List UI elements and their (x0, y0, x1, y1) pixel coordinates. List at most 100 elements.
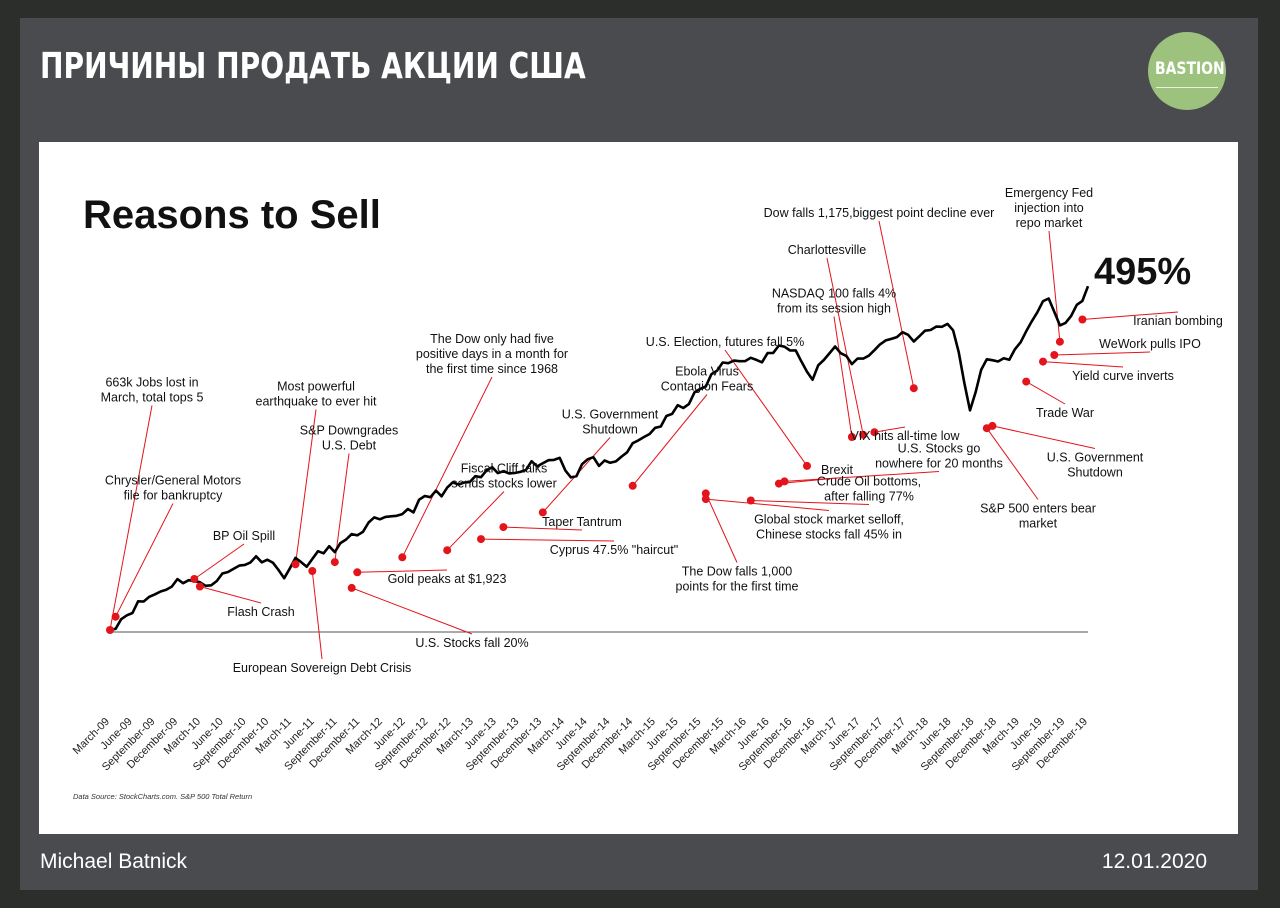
event-marker (746, 496, 755, 505)
annotation-label: WeWork pulls IPO (1099, 337, 1201, 351)
event-marker (870, 428, 879, 437)
annotation-labels: 663k Jobs lost in March, total tops 5 Chry… (101, 186, 1223, 675)
event-marker (308, 567, 317, 575)
chart-title: Reasons to Sell (83, 193, 381, 237)
event-marker (909, 384, 918, 393)
event-marker (701, 489, 710, 498)
annotation-label: 663k Jobs lost in March, total tops 5 (101, 376, 204, 405)
event-marker (398, 553, 407, 562)
annotation-label: VIX hits all-time low (850, 429, 960, 443)
annotation-leader (194, 543, 245, 580)
annotation-leader (503, 526, 583, 531)
annotation-label: Charlottesville (788, 243, 867, 257)
event-marker (701, 495, 710, 504)
event-marker (628, 481, 637, 490)
annotation-leader (1048, 230, 1061, 342)
event-marker (1022, 377, 1031, 386)
annotation-label: NASDAQ 100 falls 4% from its session high (772, 287, 896, 316)
annotation-leader (986, 427, 1039, 500)
data-source-note: Data Source: StockCharts.com. S&P 500 To… (73, 792, 252, 801)
event-marker (847, 433, 856, 441)
annotation-label: U.S. Government Shutdown (562, 408, 659, 437)
annotation-label: Chrysler/General Motors file for bankrupt… (105, 474, 241, 503)
annotation-leader (1054, 351, 1151, 356)
annotation-label: Flash Crash (227, 605, 294, 619)
annotation-label: Crude Oil bottoms, after falling 77% (817, 475, 921, 504)
x-tick-labels: March-09June-09September-09December-09Ma… (71, 716, 1090, 774)
bastion-logo: BASTION (1148, 32, 1226, 110)
annotation-label: European Sovereign Debt Crisis (233, 661, 412, 675)
event-marker (330, 558, 339, 567)
annotation-label: U.S. Election, futures fall 5% (646, 335, 804, 349)
event-markers (106, 315, 1087, 634)
annotation-leaders (109, 220, 1179, 660)
event-marker (195, 582, 204, 591)
annotation-label: Iranian bombing (1133, 314, 1223, 328)
annotation-label: Most powerful earthquake to ever hit (256, 380, 377, 409)
event-marker (780, 477, 789, 486)
annotation-label: Global stock market selloff, Chinese stoc… (754, 513, 904, 542)
annotation-label: S&P Downgrades U.S. Debt (300, 424, 398, 453)
annotation-leader (1082, 311, 1179, 320)
event-marker (499, 523, 508, 532)
annotation-leader (705, 498, 830, 511)
annotation-label: The Dow falls 1,000 points for the first … (676, 565, 799, 594)
annotation-leader (632, 394, 708, 487)
annotation-leader (874, 426, 906, 433)
annotation-leader (109, 405, 153, 631)
event-marker (1050, 351, 1059, 359)
annotation-label: The Dow only had five positive days in a … (416, 332, 568, 376)
event-marker (803, 461, 811, 470)
event-marker (347, 583, 356, 592)
annotation-label: Ebola Virus Contagion Fears (661, 365, 753, 394)
annotation-leader (480, 538, 615, 542)
annotation-leader (724, 349, 808, 467)
event-marker (859, 430, 868, 439)
annotation-leader (295, 409, 317, 565)
annotation-label: Cyprus 47.5% "haircut" (550, 543, 678, 557)
event-marker (1039, 357, 1047, 366)
annotation-label: U.S. Stocks go nowhere for 20 months (875, 442, 1003, 471)
annotation-leader (992, 425, 1096, 449)
annotation-leader (878, 220, 915, 389)
series-line (109, 285, 1090, 632)
footer-date: 12.01.2020 (1101, 850, 1207, 873)
annotation-label: Yield curve inverts (1072, 369, 1174, 383)
annotation-label: Gold peaks at $1,923 (388, 572, 507, 586)
annotation-label: Trade War (1036, 406, 1094, 420)
event-marker (443, 546, 452, 555)
logo-underline (1156, 87, 1218, 88)
annotation-leader (351, 587, 473, 635)
annotation-label: U.S. Stocks fall 20% (415, 636, 528, 650)
annotation-leader (826, 257, 864, 435)
page-title: ПРИЧИНЫ ПРОДАТЬ АКЦИИ США (40, 46, 586, 87)
footer-author: Michael Batnick (40, 850, 188, 873)
event-marker (988, 421, 997, 430)
event-marker (538, 508, 547, 517)
total-return-label: 495% (1094, 251, 1191, 293)
event-marker (111, 612, 120, 621)
event-marker (1078, 315, 1087, 324)
logo-text: BASTION (1155, 59, 1225, 79)
annotation-leader (1042, 361, 1124, 368)
annotation-label: Dow falls 1,175,biggest point decline ev… (764, 206, 995, 220)
annotation-leader (334, 453, 350, 563)
annotation-leader (115, 503, 174, 617)
annotation-leader (705, 493, 738, 563)
chart: Reasons to Sell 495% 663k Jobs lost in Ma… (71, 186, 1223, 801)
annotation-label: BP Oil Spill (213, 529, 275, 543)
annotation-label: Taper Tantrum (542, 515, 622, 529)
annotation-label: Fiscal Cliff talks sends stocks lower (451, 462, 557, 491)
event-marker (291, 560, 300, 569)
annotation-leader (1025, 381, 1066, 405)
event-marker (353, 568, 362, 577)
chart-panel: Reasons to Sell 495% 663k Jobs lost in Ma… (39, 142, 1238, 834)
event-marker (1055, 337, 1064, 346)
event-marker (106, 626, 114, 634)
annotation-label: Emergency Fed injection into repo market (1005, 186, 1093, 230)
annotation-label: S&P 500 enters bear market (980, 502, 1096, 531)
annotation-leader (833, 316, 853, 438)
event-marker (477, 535, 485, 544)
annotation-leader (446, 491, 505, 551)
annotation-leader (357, 569, 448, 573)
